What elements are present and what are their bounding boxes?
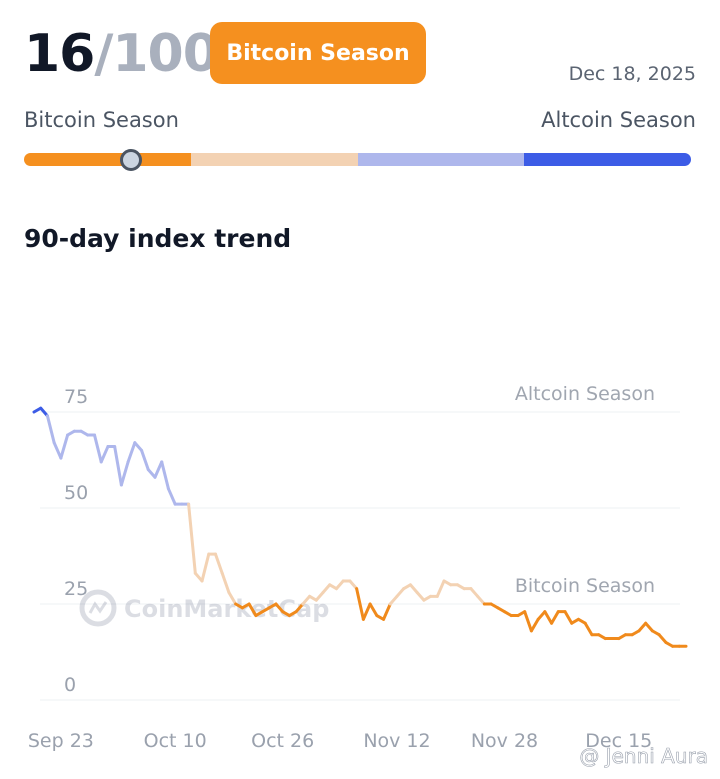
- trend-line-segment: [415, 590, 426, 602]
- trend-line-segment: [476, 594, 486, 606]
- coinmarketcap-logo-icon: [79, 589, 117, 627]
- trend-line-segment: [200, 552, 211, 583]
- reference-label: Altcoin Season: [515, 383, 655, 405]
- trend-line-segment: [435, 579, 446, 598]
- trend-line-segment: [361, 602, 372, 621]
- x-tick-label: Oct 26: [251, 730, 314, 752]
- trend-line-segment: [45, 414, 56, 445]
- trend-line-segment: [153, 460, 164, 479]
- y-tick-label: 0: [64, 674, 76, 696]
- trend-line-segment: [314, 590, 325, 602]
- trend-line-segment: [113, 445, 123, 487]
- trend-line-segment: [382, 602, 392, 621]
- trend-line-segment: [146, 468, 157, 479]
- trend-line-segment: [543, 610, 554, 625]
- trend-line-segment: [247, 602, 258, 618]
- trend-line-segment: [119, 460, 130, 487]
- chart-title: 90-day index trend: [24, 224, 292, 253]
- y-tick-label: 50: [64, 482, 88, 504]
- scale-segment-bitcoin: [24, 153, 191, 166]
- trend-line-segment: [637, 621, 648, 633]
- scale-indicator-knob: [119, 149, 142, 171]
- trend-line-segment: [220, 571, 231, 594]
- y-tick-label: 25: [64, 578, 88, 600]
- trend-line-segment: [529, 617, 540, 633]
- trend-line-segment: [59, 433, 70, 460]
- trend-line-segment: [368, 602, 379, 618]
- scale-segment-bitcoin-light: [190, 153, 358, 166]
- trend-line-segment: [39, 406, 49, 418]
- trend-line-segment: [160, 460, 170, 491]
- reference-label: Bitcoin Season: [515, 575, 655, 597]
- scale-left-label: Bitcoin Season: [24, 108, 179, 132]
- trend-line-segment: [469, 587, 480, 598]
- trend-line-segment: [408, 583, 419, 594]
- trend-line-segment: [583, 621, 594, 637]
- trend-line-segment: [301, 594, 312, 606]
- brand-watermark: CoinMarketCap: [124, 595, 329, 623]
- x-tick-label: Nov 28: [471, 730, 538, 752]
- x-tick-label: Dec 15: [585, 730, 652, 752]
- trend-line-segment: [348, 579, 359, 591]
- trend-line-segment: [321, 583, 332, 594]
- credit-watermark: @ Jenni Aura: [579, 744, 708, 768]
- score-max: 100: [112, 24, 219, 84]
- trend-line-segment: [140, 448, 150, 472]
- trend-chart: 0 25 50 75 Altcoin Season Bitcoin Season CoinM…: [28, 383, 708, 768]
- trend-line-segment: [395, 587, 406, 598]
- season-scale-bar: [24, 153, 691, 166]
- trend-line-segment: [644, 621, 654, 633]
- y-tick-label: 75: [64, 386, 88, 408]
- trend-line-segment: [334, 579, 345, 591]
- score-value: 16: [24, 24, 95, 84]
- trend-line-segment: [126, 441, 137, 464]
- date-label: Dec 18, 2025: [568, 63, 696, 85]
- trend-line-segment: [213, 552, 224, 575]
- trend-line-segment: [294, 602, 305, 614]
- scale-segment-altcoin-light: [357, 153, 525, 166]
- trend-line-segment: [388, 594, 399, 606]
- scale-right-label: Altcoin Season: [541, 108, 696, 132]
- trend-line-segment: [274, 602, 285, 614]
- trend-line-segment: [355, 587, 365, 621]
- trend-line-segment: [92, 433, 103, 464]
- scale-segment-altcoin: [524, 153, 691, 166]
- x-tick-label: Nov 12: [363, 730, 430, 752]
- trend-line-segment: [657, 633, 668, 644]
- season-badge: Bitcoin Season: [210, 22, 426, 84]
- x-tick-label: Oct 10: [144, 730, 207, 752]
- trend-line-segment: [187, 502, 197, 575]
- x-tick-label: Sep 23: [28, 730, 94, 752]
- trend-line-segment: [52, 441, 63, 460]
- trend-line-segment: [563, 610, 574, 625]
- trend-line-segment: [523, 610, 533, 633]
- score-slash: /: [94, 24, 113, 84]
- trend-line-segment: [133, 441, 144, 452]
- trend-line-segment: [166, 487, 177, 506]
- index-score: 16/100: [24, 22, 219, 86]
- trend-line-segment: [227, 590, 238, 606]
- trend-line-segment: [536, 610, 547, 621]
- trend-line-segment: [99, 445, 110, 464]
- trend-line-segment: [550, 610, 560, 625]
